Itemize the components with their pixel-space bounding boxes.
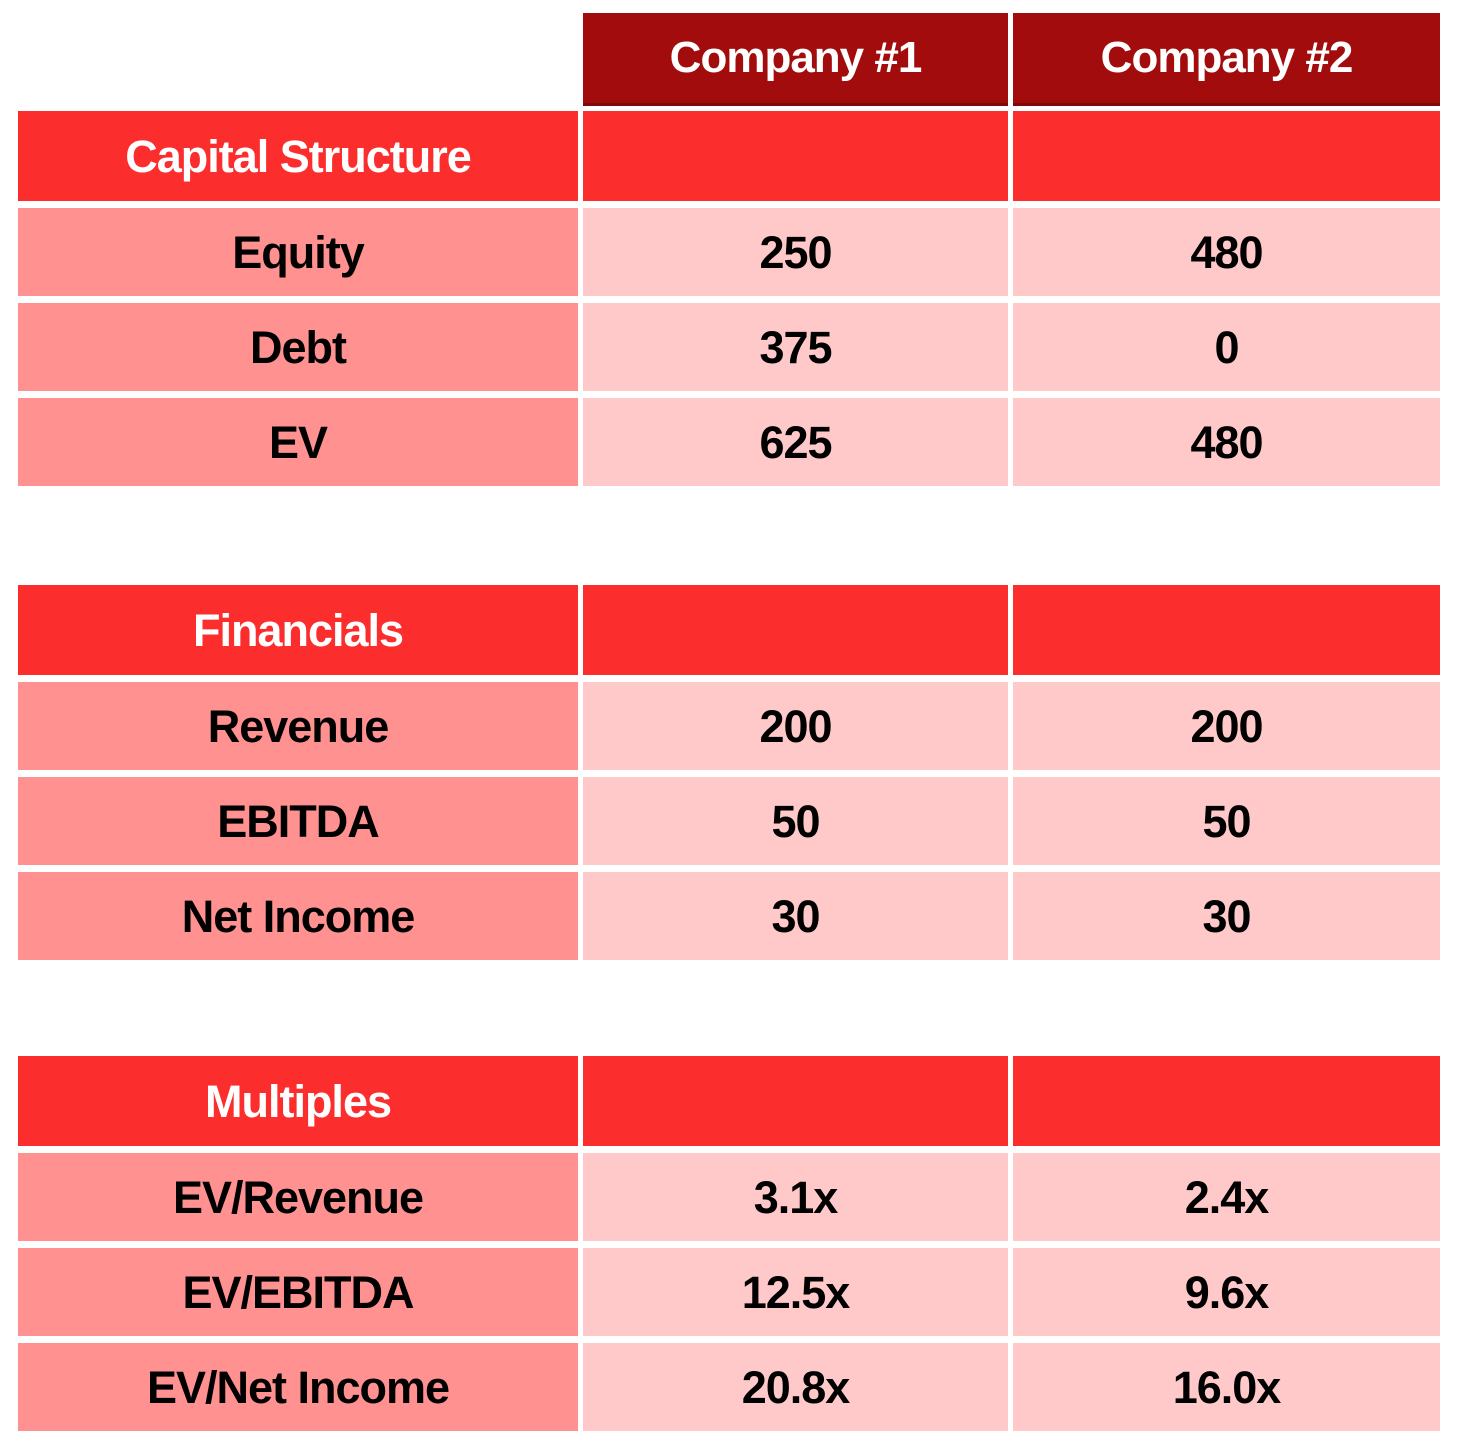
ev-net-income-company-1-value: 20.8x <box>583 1343 1008 1431</box>
ebitda-company-2-value: 50 <box>1013 777 1440 865</box>
revenue-company-2-value: 200 <box>1013 682 1440 770</box>
ev-revenue-company-2-value: 2.4x <box>1013 1153 1440 1241</box>
ev-revenue-company-1-value: 3.1x <box>583 1153 1008 1241</box>
net-income-company-2-value: 30 <box>1013 872 1440 960</box>
section-header-spacer <box>1013 111 1440 201</box>
equity-company-2-value: 480 <box>1013 208 1440 296</box>
ev-net-income-company-2-value: 16.0x <box>1013 1343 1440 1431</box>
row-label-equity: Equity <box>18 208 578 296</box>
section-header-multiples: Multiples <box>18 1056 578 1146</box>
net-income-company-1-value: 30 <box>583 872 1008 960</box>
row-label-ev-net-income: EV/Net Income <box>18 1343 578 1431</box>
debt-company-1-value: 375 <box>583 303 1008 391</box>
ev-ebitda-company-1-value: 12.5x <box>583 1248 1008 1336</box>
row-label-ev-ebitda: EV/EBITDA <box>18 1248 578 1336</box>
multiples-table: Multiples EV/Revenue 3.1x 2.4x EV/EBITDA… <box>18 1056 1440 1431</box>
ebitda-company-1-value: 50 <box>583 777 1008 865</box>
financials-table: Financials Revenue 200 200 EBITDA 50 50 … <box>18 585 1440 960</box>
row-label-ebitda: EBITDA <box>18 777 578 865</box>
revenue-company-1-value: 200 <box>583 682 1008 770</box>
ev-ebitda-company-2-value: 9.6x <box>1013 1248 1440 1336</box>
company-1-header: Company #1 <box>583 13 1008 106</box>
row-label-revenue: Revenue <box>18 682 578 770</box>
debt-company-2-value: 0 <box>1013 303 1440 391</box>
corner-spacer <box>18 13 578 106</box>
ev-company-2-value: 480 <box>1013 398 1440 486</box>
section-header-spacer <box>583 111 1008 201</box>
section-header-spacer <box>583 1056 1008 1146</box>
row-label-debt: Debt <box>18 303 578 391</box>
capital-structure-table: Capital Structure Equity 250 480 Debt 37… <box>18 111 1440 486</box>
company-header-row: Company #1 Company #2 <box>18 13 1440 106</box>
ev-company-1-value: 625 <box>583 398 1008 486</box>
section-header-financials: Financials <box>18 585 578 675</box>
company-2-header: Company #2 <box>1013 13 1440 106</box>
section-header-spacer <box>1013 1056 1440 1146</box>
section-header-capital-structure: Capital Structure <box>18 111 578 201</box>
row-label-net-income: Net Income <box>18 872 578 960</box>
row-label-ev-revenue: EV/Revenue <box>18 1153 578 1241</box>
equity-company-1-value: 250 <box>583 208 1008 296</box>
section-header-spacer <box>583 585 1008 675</box>
row-label-ev: EV <box>18 398 578 486</box>
section-header-spacer <box>1013 585 1440 675</box>
